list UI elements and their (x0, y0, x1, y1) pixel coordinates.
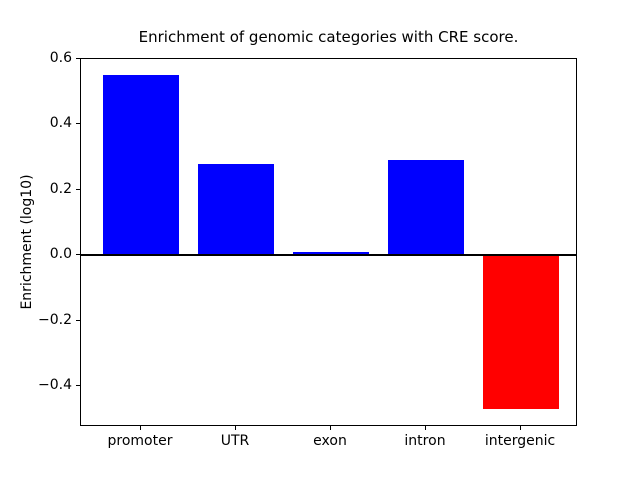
x-tick (140, 426, 141, 430)
y-tick-label: 0.2 (49, 180, 72, 197)
x-tick-label-promoter: promoter (107, 433, 173, 449)
x-tick-label-intron: intron (404, 433, 446, 449)
y-tick-label: −0.2 (38, 311, 72, 328)
x-tick-label-UTR: UTR (220, 433, 250, 449)
bar-UTR (198, 163, 274, 256)
x-tick (235, 426, 236, 430)
bar-intergenic (483, 255, 559, 409)
bar-intron (388, 160, 464, 256)
x-tick-label-exon: exon (313, 433, 347, 449)
zero-line (81, 254, 576, 257)
x-tick (520, 426, 521, 430)
y-tick (76, 123, 80, 125)
y-tick (76, 385, 80, 387)
x-tick (330, 426, 331, 430)
x-tick (425, 426, 426, 430)
plot-area (80, 58, 577, 426)
y-tick (76, 319, 80, 321)
y-tick-label: 0.0 (49, 246, 72, 263)
chart-title: Enrichment of genomic categories with CR… (138, 28, 519, 46)
y-tick-label: −0.4 (38, 377, 72, 394)
y-tick (76, 254, 80, 256)
y-tick-label: 0.6 (49, 50, 72, 66)
bar-exon (293, 251, 369, 256)
bar-promoter (103, 75, 179, 256)
y-tick (76, 188, 80, 190)
y-tick-label: 0.4 (49, 115, 72, 132)
x-tick-label-intergenic: intergenic (484, 433, 556, 449)
y-tick (76, 58, 80, 59)
